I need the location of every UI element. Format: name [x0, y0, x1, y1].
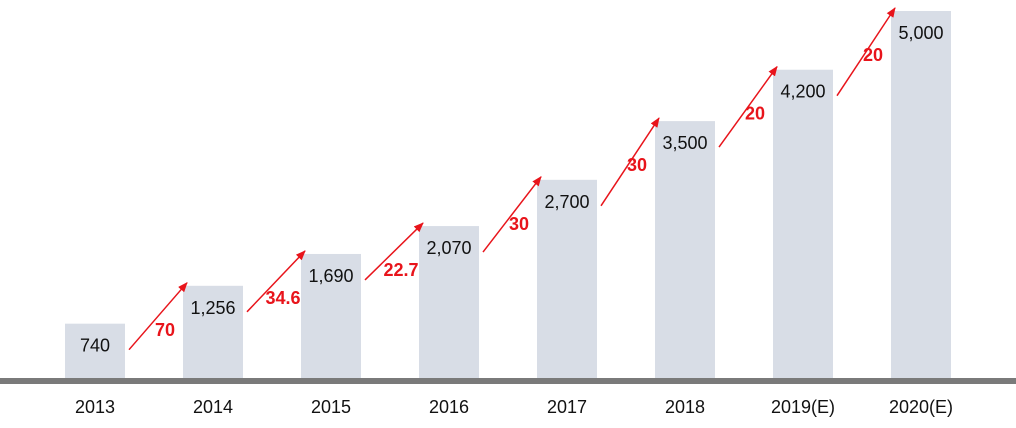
value-label-7: 5,000 [898, 23, 943, 43]
value-label-4: 2,700 [544, 192, 589, 212]
x-tick-label-3: 2016 [429, 397, 469, 417]
growth-label-1: 34.6 [265, 288, 300, 308]
bar-4 [537, 179, 597, 378]
growth-arrow-5 [718, 65, 778, 148]
growth-arrows-group: 70 34.6 22.7 30 30 20 20 [128, 7, 896, 351]
bar-7 [891, 11, 951, 378]
bar-6 [773, 69, 833, 378]
growth-arrow-3 [482, 176, 542, 253]
growth-arrow-1 [246, 250, 306, 313]
x-tick-label-6: 2019(E) [771, 397, 835, 417]
growth-label-2: 22.7 [383, 260, 418, 280]
value-label-2: 1,690 [308, 266, 353, 286]
x-tick-label-7: 2020(E) [889, 397, 953, 417]
growth-arrow-0 [128, 282, 188, 351]
value-label-3: 2,070 [426, 238, 471, 258]
bar-2 [301, 253, 361, 378]
value-label-0: 740 [80, 336, 110, 356]
bar-0 [65, 323, 125, 378]
growth-label-5: 20 [745, 104, 765, 124]
growth-arrow-6 [836, 7, 896, 97]
growth-label-3: 30 [509, 214, 529, 234]
value-label-6: 4,200 [780, 82, 825, 102]
x-tick-label-2: 2015 [311, 397, 351, 417]
growth-label-0: 70 [155, 320, 175, 340]
bar-3 [419, 226, 479, 378]
bar-1 [183, 285, 243, 378]
x-tick-label-5: 2018 [665, 397, 705, 417]
x-tick-label-1: 2014 [193, 397, 233, 417]
growth-label-6: 20 [863, 45, 883, 65]
x-tick-labels-group: 2013 2014 2015 2016 2017 2018 2019(E) 2020(E) [75, 397, 953, 417]
growth-arrow-4 [600, 117, 660, 207]
value-label-1: 1,256 [190, 298, 235, 318]
bar-5 [655, 121, 715, 378]
growth-arrow-2 [364, 222, 424, 281]
x-tick-label-0: 2013 [75, 397, 115, 417]
value-label-5: 3,500 [662, 133, 707, 153]
growth-label-4: 30 [627, 155, 647, 175]
x-tick-label-4: 2017 [547, 397, 587, 417]
bars-group: 740 1,256 1,690 2,070 2,700 3,500 4,200 5,000 [65, 11, 951, 378]
